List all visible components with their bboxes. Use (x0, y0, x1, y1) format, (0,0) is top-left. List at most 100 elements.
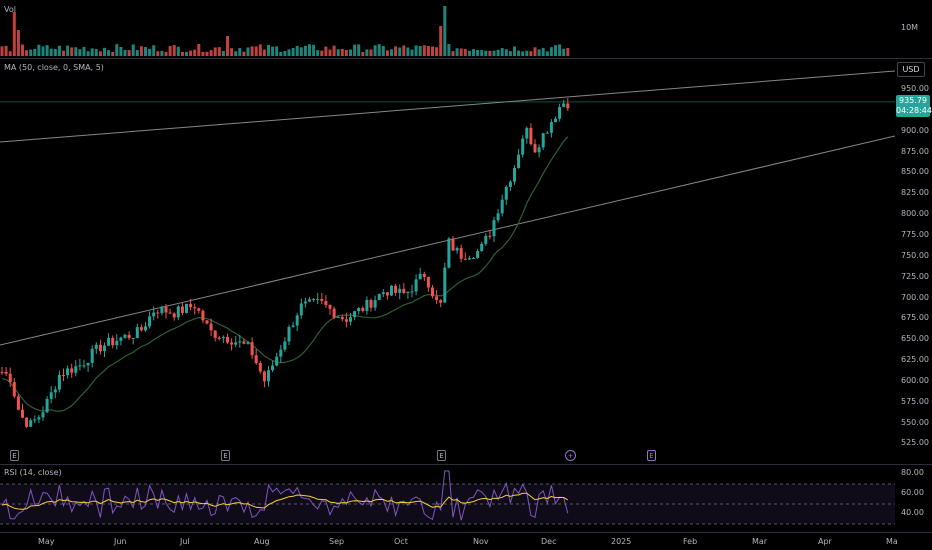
candle-body (472, 257, 475, 259)
volume-bar (545, 51, 549, 56)
earnings-event-icon[interactable]: E (221, 450, 230, 461)
volume-bar (488, 50, 492, 56)
candle-body (566, 103, 570, 109)
price-tick: 950.00 (901, 84, 929, 93)
volume-bar (176, 46, 180, 56)
volume-bar (402, 45, 406, 56)
candle-body (213, 330, 217, 338)
candle-body (123, 334, 127, 338)
pane-divider[interactable] (0, 464, 932, 465)
price-tick: 550.00 (901, 417, 929, 427)
pane-divider[interactable] (0, 532, 932, 533)
candle-body (488, 235, 492, 237)
volume-bar (558, 44, 562, 56)
volume-bar (279, 51, 283, 56)
rsi-ma-line (1, 492, 569, 510)
candle-body (152, 312, 156, 317)
candle-body (451, 238, 455, 251)
volume-bar (361, 51, 365, 56)
volume-bar (180, 51, 184, 56)
volume-bar (344, 50, 348, 56)
ma-indicator-label[interactable]: MA (50, close, 0, SMA, 5) (4, 63, 104, 72)
candle-body (127, 334, 131, 339)
volume-bar (472, 49, 475, 56)
volume-bar (107, 50, 111, 56)
candle-body (287, 326, 291, 342)
volume-bar (492, 50, 496, 56)
time-tick: Mar (752, 537, 768, 546)
volume-bar (271, 46, 275, 56)
candle-body (426, 276, 430, 288)
volume-bar (422, 45, 426, 56)
trendline (0, 70, 895, 143)
volume-bar (131, 44, 135, 56)
candle-body (86, 363, 90, 366)
volume-bar (381, 45, 385, 56)
candle-body (390, 285, 393, 296)
currency-button[interactable]: USD (897, 62, 925, 77)
candle-body (271, 365, 275, 371)
earnings-event-icon[interactable]: E (647, 450, 656, 461)
pane-divider[interactable] (0, 58, 932, 59)
candle-body (160, 306, 164, 314)
volume-bar (70, 47, 74, 56)
volume-bar (123, 50, 127, 56)
candle-body (0, 371, 4, 373)
earnings-event-icon[interactable]: E (10, 450, 19, 461)
time-tick: May (38, 537, 55, 546)
volume-bar (37, 44, 41, 56)
time-tick: Oct (394, 537, 408, 546)
rsi-axis[interactable]: 80.00 60.00 40.00 (895, 465, 932, 532)
price-pane[interactable]: MA (50, close, 0, SMA, 5) E E E + E (0, 59, 895, 464)
volume-bar (500, 48, 504, 56)
volume-pane[interactable]: Vol (0, 0, 895, 58)
candle-body (8, 373, 12, 383)
candle-body (267, 370, 270, 382)
add-event-icon[interactable]: + (565, 450, 576, 461)
volume-bar (0, 46, 4, 56)
candle-body (66, 368, 70, 376)
volume-bar (193, 49, 197, 56)
earnings-event-icon[interactable]: E (437, 450, 446, 461)
candle-body (295, 315, 299, 326)
volume-bar (443, 6, 447, 56)
candle-body (262, 371, 266, 382)
volume-bar (144, 46, 147, 56)
candle-body (74, 366, 78, 373)
volume-bar (205, 51, 209, 56)
price-tick: 600.00 (901, 375, 929, 385)
candle-body (189, 303, 193, 308)
candle-body (344, 319, 348, 322)
volume-bar (33, 48, 37, 56)
candle-body (492, 220, 496, 237)
time-axis[interactable]: May Jun Jul Aug Sep Oct Nov Dec 2025 Feb Mar Apr Ma (0, 533, 932, 550)
candle-body (340, 316, 344, 320)
price-tick: 650.00 (901, 334, 929, 344)
candle-body (513, 167, 516, 182)
volume-bar (160, 50, 164, 56)
volume-bar (549, 47, 553, 56)
candle-body (205, 320, 209, 324)
candle-body (508, 181, 512, 187)
volume-axis[interactable]: 10M (895, 0, 932, 58)
volume-bar (283, 50, 287, 56)
volume-bar (115, 44, 119, 56)
candle-body (90, 348, 94, 364)
volume-bar (4, 45, 8, 56)
candle-body (78, 365, 82, 367)
volume-bar (484, 50, 488, 56)
volume-bar (74, 47, 78, 56)
price-axis[interactable]: 950.00925.00900.00875.00850.00825.00800.… (895, 59, 932, 464)
volume-bar (172, 45, 176, 56)
price-tick: 725.00 (901, 271, 929, 281)
candle-body (226, 336, 229, 343)
volume-bar (45, 45, 49, 56)
volume-bar (164, 51, 168, 56)
candle-body (385, 292, 389, 296)
rsi-indicator-label[interactable]: RSI (14, close) (4, 468, 62, 477)
volume-bar (357, 44, 361, 56)
candle-body (484, 235, 488, 244)
price-tick: 850.00 (901, 167, 929, 177)
candle-body (517, 154, 521, 168)
rsi-pane[interactable]: RSI (14, close) (0, 465, 895, 532)
